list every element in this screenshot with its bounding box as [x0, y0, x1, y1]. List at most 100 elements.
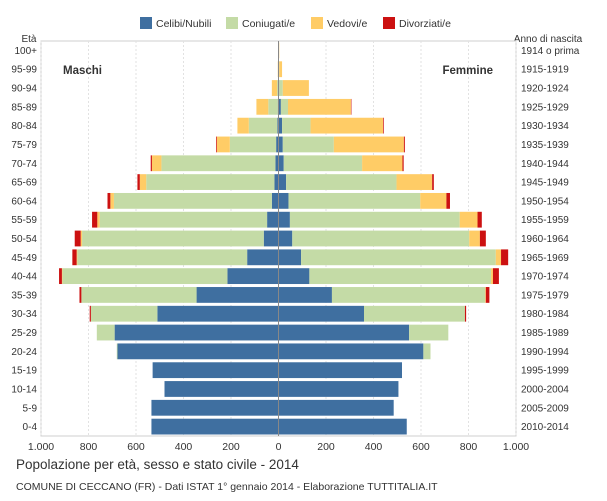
birth-year-label: 1975-1979	[521, 290, 569, 301]
bar-female-55-59-divorziati-e	[477, 211, 482, 228]
bar-male-50-54-coniugati-e	[82, 230, 264, 247]
legend-swatch	[226, 17, 238, 29]
bar-male-65-69-divorziati-e	[137, 174, 140, 190]
birth-year-label: 1925-1929	[521, 102, 569, 113]
age-label: 80-84	[11, 121, 37, 132]
birth-year-label: 1955-1959	[521, 215, 569, 226]
bar-female-75-79-celibi-nubili	[278, 136, 283, 153]
bar-male-60-64-divorziati-e	[107, 192, 111, 209]
birth-year-label: 1935-1939	[521, 140, 569, 151]
bar-male-0-4-celibi-nubili	[151, 418, 279, 435]
bar-female-70-74-vedovi-e	[362, 155, 403, 172]
bar-female-40-44-divorziati-e	[492, 268, 499, 285]
femmine-label: Femmine	[443, 65, 494, 77]
bar-female-85-89-celibi-nubili	[278, 98, 281, 115]
bar-female-95-99-vedovi-e	[279, 61, 283, 78]
bar-female-60-64-divorziati-e	[446, 192, 450, 209]
bar-male-30-34-coniugati-e	[90, 305, 158, 322]
x-tick-label: 400	[175, 441, 193, 453]
bar-male-30-34-celibi-nubili	[157, 305, 279, 322]
bar-female-55-59-celibi-nubili	[278, 211, 290, 228]
birth-year-label: 1940-1944	[521, 159, 569, 170]
birth-year-label: 1920-1924	[521, 84, 569, 95]
bar-male-70-74-divorziati-e	[150, 155, 152, 172]
age-label: 0-4	[23, 422, 38, 433]
bar-male-25-29-coniugati-e	[96, 324, 115, 341]
bar-male-55-59-coniugati-e	[99, 211, 268, 228]
age-label: 95-99	[11, 65, 37, 76]
bar-female-85-89-coniugati-e	[280, 98, 288, 115]
bar-male-60-64-coniugati-e	[113, 192, 272, 209]
bar-female-35-39-coniugati-e	[331, 287, 486, 303]
bar-female-80-84-vedovi-e	[310, 117, 383, 134]
bar-female-40-44-vedovi-e	[491, 268, 493, 285]
bar-male-60-64-celibi-nubili	[271, 192, 279, 209]
legend-label: Coniugati/e	[242, 18, 295, 30]
age-label: 60-64	[11, 196, 37, 207]
bar-female-45-49-vedovi-e	[495, 249, 502, 266]
legend-swatch	[140, 17, 152, 29]
bar-male-10-14-celibi-nubili	[164, 381, 279, 397]
x-tick-label: 800	[460, 441, 478, 453]
legend-label: Divorziati/e	[399, 18, 451, 30]
x-tick-label: 0	[276, 441, 282, 453]
x-tick-label: 800	[80, 441, 98, 453]
bar-male-65-69-celibi-nubili	[274, 174, 279, 190]
bar-male-70-74-vedovi-e	[151, 155, 162, 172]
birth-year-label: 1990-1994	[521, 347, 569, 358]
bar-male-40-44-celibi-nubili	[227, 268, 279, 285]
age-label: 40-44	[11, 272, 37, 283]
bar-female-45-49-celibi-nubili	[278, 249, 302, 266]
bar-female-40-44-celibi-nubili	[278, 268, 310, 285]
birth-year-label: 1985-1989	[521, 328, 569, 339]
bar-male-30-34-divorziati-e	[89, 305, 91, 322]
bar-female-15-19-celibi-nubili	[278, 362, 402, 379]
bar-female-80-84-celibi-nubili	[278, 117, 283, 134]
bar-female-20-24-celibi-nubili	[278, 343, 424, 360]
bar-female-40-44-coniugati-e	[309, 268, 492, 285]
bar-female-55-59-coniugati-e	[289, 211, 460, 228]
bar-female-85-89-vedovi-e	[288, 98, 351, 115]
bar-female-0-4-celibi-nubili	[278, 418, 407, 435]
x-tick-label: 1.000	[503, 441, 529, 453]
age-label: 70-74	[11, 159, 37, 170]
bar-male-35-39-coniugati-e	[81, 287, 197, 303]
bar-male-45-49-coniugati-e	[77, 249, 248, 266]
age-label: 100+	[14, 46, 37, 57]
bar-female-50-54-celibi-nubili	[278, 230, 293, 247]
bar-male-85-89-vedovi-e	[256, 98, 269, 115]
bar-male-60-64-vedovi-e	[110, 192, 114, 209]
bar-male-65-69-coniugati-e	[146, 174, 275, 190]
age-label: 15-19	[11, 366, 37, 377]
bar-male-75-79-coniugati-e	[229, 136, 277, 153]
maschi-label: Maschi	[63, 65, 102, 77]
bar-female-65-69-vedovi-e	[396, 174, 433, 190]
bar-female-75-79-coniugati-e	[282, 136, 334, 153]
bar-female-65-69-coniugati-e	[286, 174, 397, 190]
birth-year-label: 1995-1999	[521, 366, 569, 377]
age-label: 85-89	[11, 102, 37, 113]
birth-year-label: 1970-1974	[521, 272, 569, 283]
birth-year-label: 1930-1934	[521, 121, 569, 132]
bar-female-50-54-vedovi-e	[469, 230, 480, 247]
birth-year-label: 1945-1949	[521, 178, 569, 189]
legend-label: Celibi/Nubili	[156, 18, 211, 30]
birth-year-label: 1980-1984	[521, 309, 569, 320]
x-tick-label: 200	[317, 441, 335, 453]
age-label: 10-14	[11, 384, 37, 395]
bar-male-75-79-vedovi-e	[216, 136, 230, 153]
bar-male-55-59-celibi-nubili	[267, 211, 279, 228]
legend-swatch	[383, 17, 395, 29]
bar-female-50-54-coniugati-e	[292, 230, 470, 247]
bar-female-45-49-divorziati-e	[501, 249, 509, 266]
bar-male-80-84-coniugati-e	[248, 117, 278, 134]
bar-female-90-94-vedovi-e	[282, 80, 309, 96]
legend-label: Vedovi/e	[327, 18, 367, 30]
bar-female-65-69-celibi-nubili	[278, 174, 287, 190]
bar-female-65-69-divorziati-e	[432, 174, 434, 190]
bar-male-55-59-vedovi-e	[97, 211, 100, 228]
age-label: 90-94	[11, 84, 37, 95]
bar-female-25-29-celibi-nubili	[278, 324, 410, 341]
bar-female-5-9-celibi-nubili	[278, 399, 394, 416]
bar-male-75-79-celibi-nubili	[276, 136, 279, 153]
